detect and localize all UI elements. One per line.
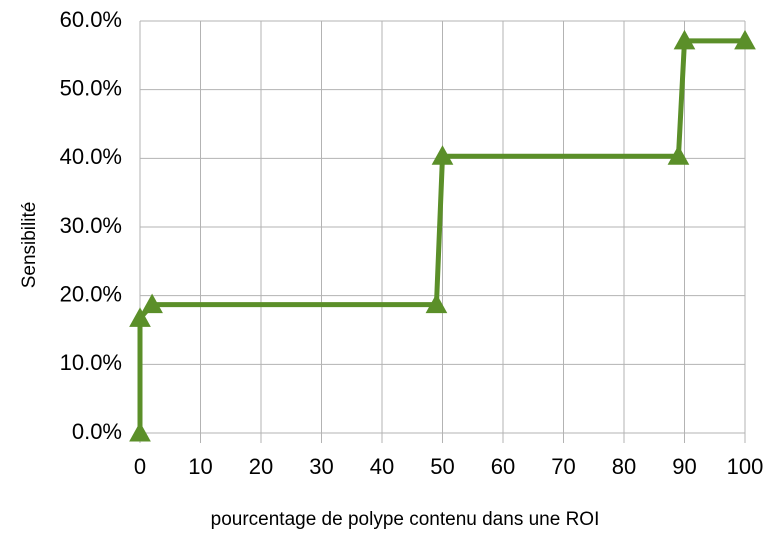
marker (431, 145, 454, 165)
y-tick-label: 10.0% (60, 350, 122, 375)
marker (734, 29, 756, 50)
marker (129, 307, 151, 327)
x-tick-label: 70 (551, 454, 575, 479)
x-tick-label: 80 (612, 454, 636, 479)
y-tick-label: 0.0% (72, 419, 122, 444)
marker (129, 421, 151, 442)
y-axis-label: Sensibilité (19, 202, 40, 289)
y-tick-label: 40.0% (60, 144, 122, 169)
x-tick-label: 40 (370, 454, 394, 479)
marker (667, 145, 690, 165)
x-tick-label: 50 (430, 454, 454, 479)
y-tick-label: 50.0% (60, 75, 122, 100)
x-tick-label: 0 (134, 454, 146, 479)
marker (425, 293, 448, 314)
y-tick-label: 60.0% (60, 7, 122, 32)
marker (141, 293, 163, 314)
x-tick-label: 10 (188, 454, 212, 479)
x-tick-label: 30 (309, 454, 333, 479)
marker (673, 29, 696, 50)
x-tick-label: 90 (672, 454, 696, 479)
x-axis-label: pourcentage de polype contenu dans une R… (211, 509, 600, 530)
x-tick-label: 100 (727, 454, 764, 479)
y-tick-label: 20.0% (60, 281, 122, 306)
y-tick-label: 30.0% (60, 213, 122, 238)
x-tick-label: 20 (249, 454, 273, 479)
x-tick-label: 60 (491, 454, 515, 479)
